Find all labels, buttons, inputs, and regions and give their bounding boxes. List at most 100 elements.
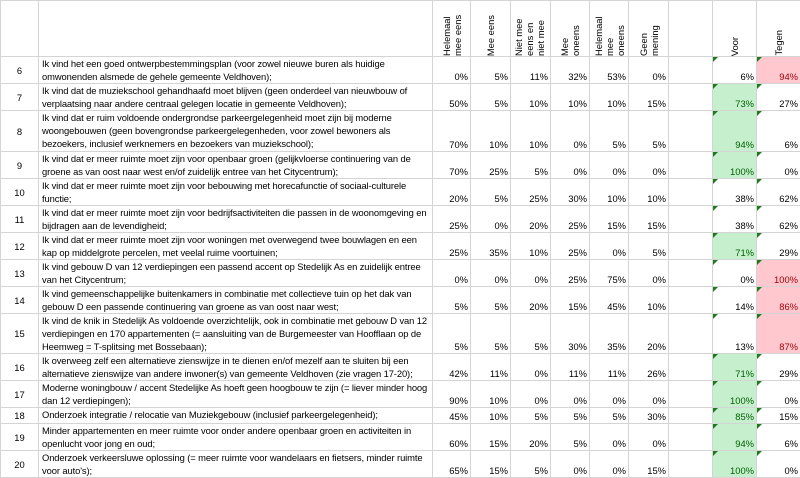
percent-cell[interactable]: 25% xyxy=(551,206,590,233)
percent-cell[interactable]: 70% xyxy=(433,152,471,179)
tegen-cell[interactable]: 6% xyxy=(757,424,800,451)
voor-cell[interactable]: 14% xyxy=(713,287,757,314)
percent-cell[interactable]: 25% xyxy=(551,233,590,260)
percent-cell[interactable]: 0% xyxy=(471,260,511,287)
empty-cell[interactable] xyxy=(669,408,713,424)
percent-cell[interactable]: 20% xyxy=(511,206,551,233)
percent-cell[interactable]: 25% xyxy=(471,152,511,179)
percent-cell[interactable]: 0% xyxy=(629,57,669,84)
percent-cell[interactable]: 0% xyxy=(551,451,590,478)
percent-cell[interactable]: 10% xyxy=(471,408,511,424)
header-helemaal-mee-oneens[interactable]: Helemaal mee oneens xyxy=(590,1,629,57)
percent-cell[interactable]: 53% xyxy=(590,57,629,84)
percent-cell[interactable]: 11% xyxy=(471,354,511,381)
statement-cell[interactable]: Moderne woningbouw / accent Stedelijke A… xyxy=(39,381,433,408)
percent-cell[interactable]: 70% xyxy=(433,111,471,152)
tegen-cell[interactable]: 27% xyxy=(757,84,800,111)
statement-cell[interactable]: Ik vind dat er meer ruimte moet zijn voo… xyxy=(39,179,433,206)
tegen-cell[interactable]: 94% xyxy=(757,57,800,84)
empty-cell[interactable] xyxy=(669,179,713,206)
percent-cell[interactable]: 10% xyxy=(590,84,629,111)
percent-cell[interactable]: 20% xyxy=(511,424,551,451)
percent-cell[interactable]: 35% xyxy=(471,233,511,260)
empty-cell[interactable] xyxy=(669,57,713,84)
empty-cell[interactable] xyxy=(669,424,713,451)
header-mee-oneens[interactable]: Mee oneens xyxy=(551,1,590,57)
percent-cell[interactable]: 5% xyxy=(629,233,669,260)
row-number[interactable]: 12 xyxy=(1,233,39,260)
tegen-cell[interactable]: 0% xyxy=(757,381,800,408)
header-mee-eens[interactable]: Mee eens xyxy=(471,1,511,57)
percent-cell[interactable]: 25% xyxy=(433,233,471,260)
percent-cell[interactable]: 45% xyxy=(433,408,471,424)
voor-cell[interactable]: 38% xyxy=(713,179,757,206)
empty-cell[interactable] xyxy=(669,111,713,152)
percent-cell[interactable]: 15% xyxy=(590,206,629,233)
row-number[interactable]: 14 xyxy=(1,287,39,314)
percent-cell[interactable]: 10% xyxy=(590,179,629,206)
percent-cell[interactable]: 10% xyxy=(629,179,669,206)
empty-cell[interactable] xyxy=(669,152,713,179)
empty-cell[interactable] xyxy=(669,354,713,381)
percent-cell[interactable]: 5% xyxy=(471,84,511,111)
voor-cell[interactable]: 94% xyxy=(713,111,757,152)
row-number[interactable]: 6 xyxy=(1,57,39,84)
tegen-cell[interactable]: 29% xyxy=(757,233,800,260)
empty-cell[interactable] xyxy=(669,260,713,287)
tegen-cell[interactable]: 100% xyxy=(757,260,800,287)
percent-cell[interactable]: 5% xyxy=(433,314,471,354)
voor-cell[interactable]: 0% xyxy=(713,260,757,287)
percent-cell[interactable]: 15% xyxy=(629,84,669,111)
percent-cell[interactable]: 10% xyxy=(511,233,551,260)
percent-cell[interactable]: 10% xyxy=(471,381,511,408)
voor-cell[interactable]: 71% xyxy=(713,233,757,260)
tegen-cell[interactable]: 87% xyxy=(757,314,800,354)
percent-cell[interactable]: 25% xyxy=(511,179,551,206)
percent-cell[interactable]: 0% xyxy=(511,381,551,408)
percent-cell[interactable]: 0% xyxy=(590,152,629,179)
statement-cell[interactable]: Ik vind het een goed ontwerpbestemmingsp… xyxy=(39,57,433,84)
percent-cell[interactable]: 35% xyxy=(590,314,629,354)
percent-cell[interactable]: 15% xyxy=(629,206,669,233)
voor-cell[interactable]: 13% xyxy=(713,314,757,354)
row-number[interactable]: 11 xyxy=(1,206,39,233)
percent-cell[interactable]: 45% xyxy=(590,287,629,314)
statement-cell[interactable]: Minder appartementen en meer ruimte voor… xyxy=(39,424,433,451)
cell[interactable] xyxy=(1,1,39,57)
percent-cell[interactable]: 50% xyxy=(433,84,471,111)
empty-cell[interactable] xyxy=(669,287,713,314)
voor-cell[interactable]: 38% xyxy=(713,206,757,233)
percent-cell[interactable]: 5% xyxy=(590,408,629,424)
percent-cell[interactable]: 75% xyxy=(590,260,629,287)
voor-cell[interactable]: 100% xyxy=(713,152,757,179)
empty-cell[interactable] xyxy=(669,206,713,233)
voor-cell[interactable]: 6% xyxy=(713,57,757,84)
percent-cell[interactable]: 32% xyxy=(551,57,590,84)
percent-cell[interactable]: 5% xyxy=(471,57,511,84)
percent-cell[interactable]: 5% xyxy=(511,152,551,179)
percent-cell[interactable]: 25% xyxy=(433,206,471,233)
statement-cell[interactable]: Ik vind dat er meer ruimte moet zijn voo… xyxy=(39,206,433,233)
voor-cell[interactable]: 73% xyxy=(713,84,757,111)
percent-cell[interactable]: 0% xyxy=(551,111,590,152)
percent-cell[interactable]: 0% xyxy=(471,206,511,233)
percent-cell[interactable]: 30% xyxy=(551,314,590,354)
percent-cell[interactable]: 0% xyxy=(551,152,590,179)
statement-cell[interactable]: Onderzoek integratie / relocatie van Muz… xyxy=(39,408,433,424)
percent-cell[interactable]: 15% xyxy=(471,424,511,451)
row-number[interactable]: 9 xyxy=(1,152,39,179)
row-number[interactable]: 19 xyxy=(1,424,39,451)
statement-cell[interactable]: Ik vind gemeenschappelijke buitenkamers … xyxy=(39,287,433,314)
tegen-cell[interactable]: 6% xyxy=(757,111,800,152)
percent-cell[interactable]: 20% xyxy=(511,287,551,314)
percent-cell[interactable]: 10% xyxy=(511,111,551,152)
row-number[interactable]: 7 xyxy=(1,84,39,111)
voor-cell[interactable]: 71% xyxy=(713,354,757,381)
tegen-cell[interactable]: 62% xyxy=(757,206,800,233)
voor-cell[interactable]: 100% xyxy=(713,381,757,408)
tegen-cell[interactable]: 0% xyxy=(757,152,800,179)
percent-cell[interactable]: 0% xyxy=(629,260,669,287)
percent-cell[interactable]: 5% xyxy=(471,314,511,354)
tegen-cell[interactable]: 29% xyxy=(757,354,800,381)
percent-cell[interactable]: 0% xyxy=(433,57,471,84)
